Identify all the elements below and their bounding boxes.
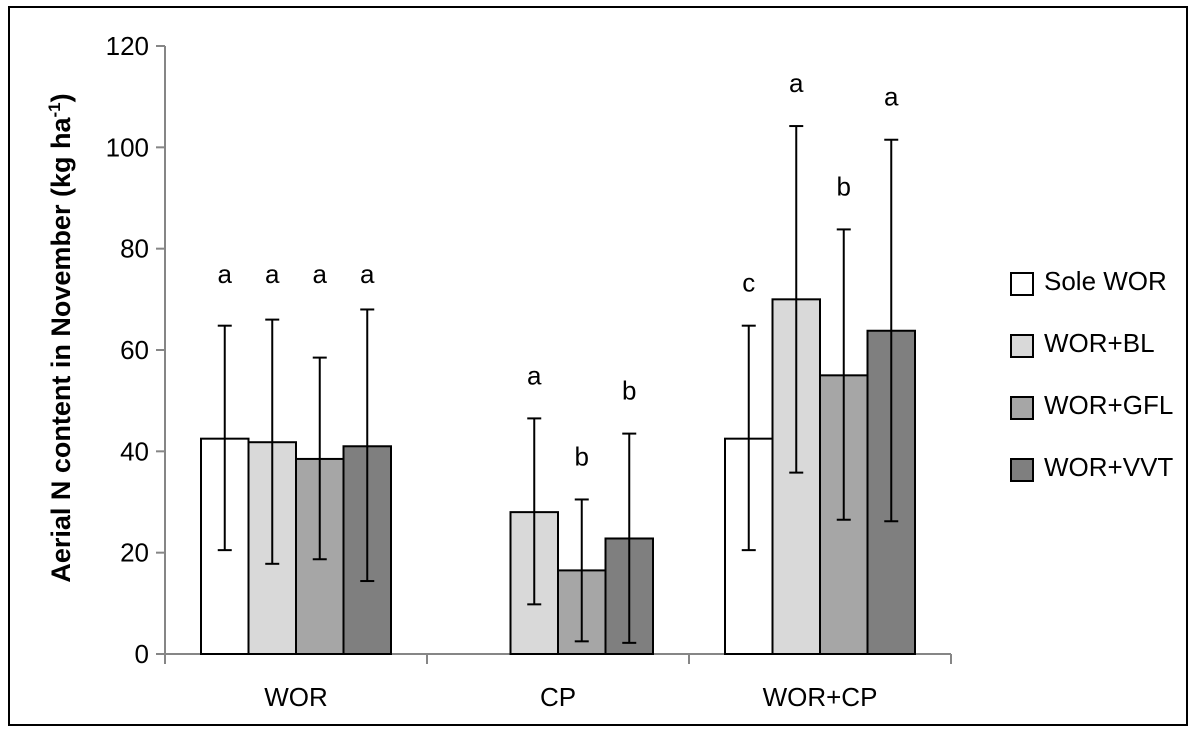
legend-swatch xyxy=(1010,458,1034,482)
significance-letter: a xyxy=(789,68,804,98)
y-tick-label: 40 xyxy=(120,436,149,466)
significance-letters: a a a a a b b c a b a xyxy=(218,68,900,471)
legend-swatch xyxy=(1010,334,1034,358)
y-tick-label: 0 xyxy=(135,639,149,669)
significance-letter: a xyxy=(360,259,375,289)
x-tick-label: CP xyxy=(540,682,576,712)
y-tick-label: 80 xyxy=(120,234,149,264)
legend-item-sole-wor: Sole WOR xyxy=(1010,264,1200,300)
bar-chart: 0 20 40 60 80 100 120 WOR CP WOR+CP a a a a a b b c a b a A… xyxy=(45,31,952,712)
y-tick-label: 20 xyxy=(120,538,149,568)
y-axis-label: Aerial N content in November (kg ha-1) xyxy=(45,93,76,582)
legend-label: WOR+GFL xyxy=(1044,390,1174,420)
y-tick-label: 60 xyxy=(120,335,149,365)
x-tick-label: WOR+CP xyxy=(763,682,878,712)
y-tick-label: 120 xyxy=(106,31,149,61)
y-axis-label-text: Aerial N content in November xyxy=(46,204,76,583)
legend-label: Sole WOR xyxy=(1044,266,1167,296)
legend-item-wor-gfl: WOR+GFL xyxy=(1010,388,1200,424)
legend-label: WOR+VVT xyxy=(1044,452,1174,482)
y-axis-unit-end: ) xyxy=(46,93,76,102)
significance-letter: a xyxy=(527,360,542,390)
error-bars xyxy=(217,125,899,644)
significance-letter: b xyxy=(575,441,589,471)
legend-item-wor-bl: WOR+BL xyxy=(1010,326,1200,362)
legend-swatch xyxy=(1010,272,1034,296)
chart-frame: 0 20 40 60 80 100 120 WOR CP WOR+CP a a a a a b b c a b a A… xyxy=(8,6,1188,726)
significance-letter: c xyxy=(742,268,755,298)
bars xyxy=(200,298,916,656)
significance-letter: b xyxy=(622,376,636,406)
significance-letter: b xyxy=(837,171,851,201)
axes: 0 20 40 60 80 100 120 WOR CP WOR+CP xyxy=(106,31,952,712)
y-axis-unit-base: (kg ha xyxy=(46,117,76,197)
significance-letter: a xyxy=(884,82,899,112)
legend-item-wor-vvt: WOR+VVT xyxy=(1010,450,1200,486)
significance-letter: a xyxy=(265,259,280,289)
legend-label: WOR+BL xyxy=(1044,328,1155,358)
legend-swatch xyxy=(1010,396,1034,420)
significance-letter: a xyxy=(313,259,328,289)
y-tick-label: 100 xyxy=(106,132,149,162)
significance-letter: a xyxy=(218,259,233,289)
x-tick-label: WOR xyxy=(264,682,328,712)
y-axis-unit-sup: -1 xyxy=(45,102,64,117)
